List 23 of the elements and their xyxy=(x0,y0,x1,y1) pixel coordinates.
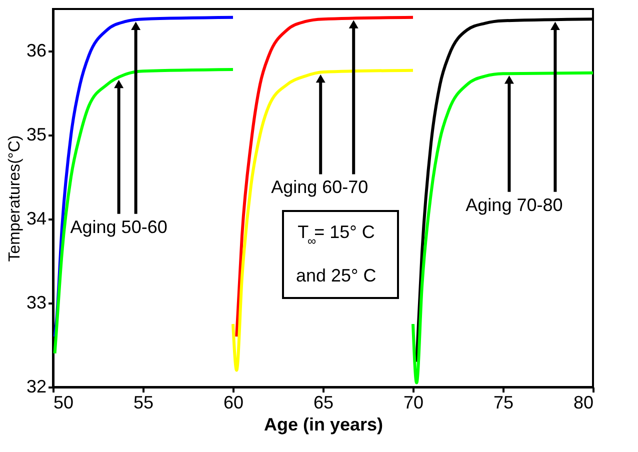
y-tick-label: 34 xyxy=(26,208,46,228)
annotation: Aging 70-80 xyxy=(466,194,563,215)
line-series xyxy=(412,71,594,384)
x-tick-label: 65 xyxy=(313,392,334,412)
line-series xyxy=(53,68,234,355)
x-axis-title: Age (in years) xyxy=(264,414,384,434)
line-series xyxy=(232,68,414,372)
y-tick-label: 33 xyxy=(26,292,46,312)
x-tick-label: 70 xyxy=(403,392,424,412)
annotation: and 25° C xyxy=(296,265,376,286)
y-tick-label: 32 xyxy=(26,376,46,396)
annotation: Aging 60-70 xyxy=(271,177,368,198)
line-series xyxy=(235,16,414,338)
annotation: Aging 50-60 xyxy=(70,216,168,237)
y-tick-label: 36 xyxy=(26,40,46,60)
y-tick-label: 35 xyxy=(26,124,46,144)
x-tick-label: 80 xyxy=(573,392,594,412)
x-tick-label: 55 xyxy=(133,392,154,412)
x-tick-label: 75 xyxy=(493,392,514,412)
y-axis-title: Temperatures(°C) xyxy=(6,135,24,262)
x-tick-label: 60 xyxy=(223,392,244,412)
annotation: T∞= 15° C xyxy=(298,222,375,248)
x-tick-label: 50 xyxy=(54,392,74,412)
